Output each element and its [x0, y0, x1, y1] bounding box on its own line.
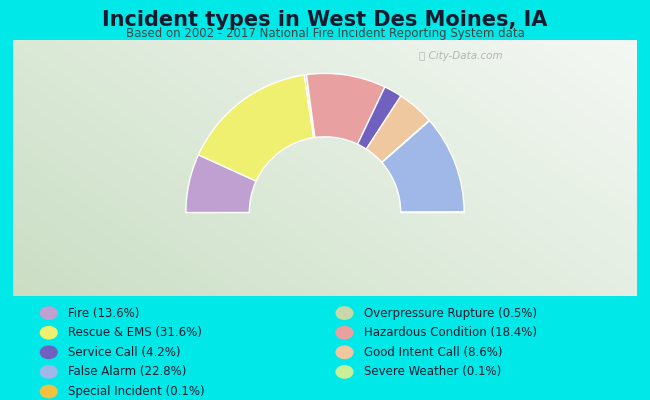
Ellipse shape	[40, 346, 58, 359]
Text: Incident types in West Des Moines, IA: Incident types in West Des Moines, IA	[102, 10, 548, 30]
Text: Service Call (4.2%): Service Call (4.2%)	[68, 346, 181, 359]
Text: ⓘ City-Data.com: ⓘ City-Data.com	[419, 51, 503, 61]
Ellipse shape	[40, 326, 58, 340]
Wedge shape	[198, 75, 314, 181]
Text: Rescue & EMS (31.6%): Rescue & EMS (31.6%)	[68, 326, 202, 339]
Ellipse shape	[40, 306, 58, 320]
Wedge shape	[382, 120, 430, 163]
Wedge shape	[358, 87, 401, 149]
Wedge shape	[306, 73, 385, 144]
Wedge shape	[304, 75, 315, 138]
Ellipse shape	[335, 306, 354, 320]
Text: Good Intent Call (8.6%): Good Intent Call (8.6%)	[364, 346, 502, 359]
Ellipse shape	[335, 365, 354, 379]
Text: False Alarm (22.8%): False Alarm (22.8%)	[68, 366, 187, 378]
Text: Fire (13.6%): Fire (13.6%)	[68, 306, 140, 320]
Text: Based on 2002 - 2017 National Fire Incident Reporting System data: Based on 2002 - 2017 National Fire Incid…	[125, 27, 525, 40]
Ellipse shape	[40, 365, 58, 379]
Ellipse shape	[335, 346, 354, 359]
Text: Overpressure Rupture (0.5%): Overpressure Rupture (0.5%)	[364, 306, 537, 320]
Text: Severe Weather (0.1%): Severe Weather (0.1%)	[364, 366, 501, 378]
Wedge shape	[186, 155, 256, 212]
Ellipse shape	[40, 385, 58, 398]
Wedge shape	[367, 96, 429, 162]
Ellipse shape	[335, 326, 354, 340]
Text: Special Incident (0.1%): Special Incident (0.1%)	[68, 385, 205, 398]
Text: Hazardous Condition (18.4%): Hazardous Condition (18.4%)	[364, 326, 537, 339]
Wedge shape	[382, 121, 464, 212]
